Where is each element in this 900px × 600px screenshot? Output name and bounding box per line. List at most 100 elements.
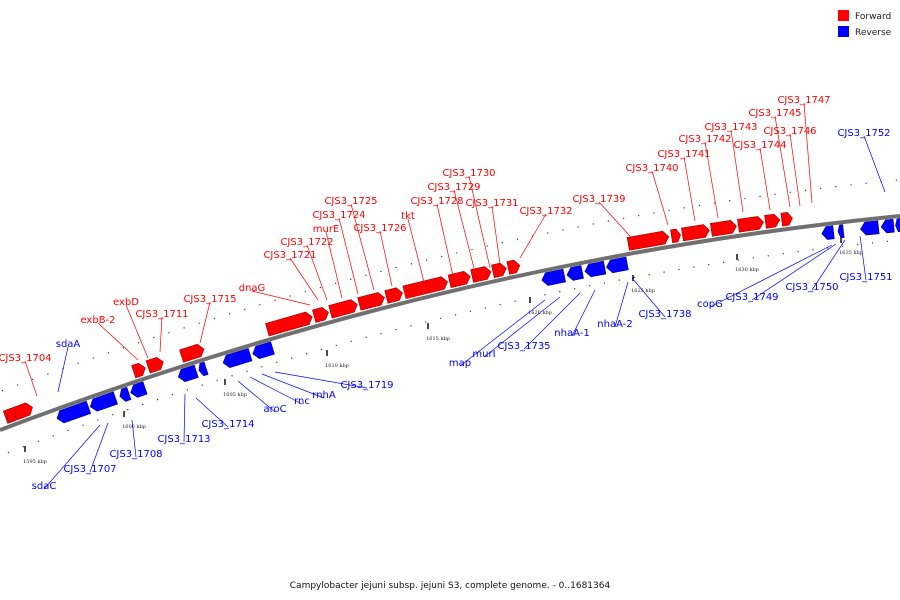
- label-leader: [199, 301, 211, 344]
- scale-dot: [514, 300, 516, 302]
- genome-backbone: [0, 214, 900, 432]
- reverse-gene: [837, 224, 845, 239]
- gene-label: CJS3_1745: [748, 108, 801, 119]
- scale-dot: [638, 214, 640, 217]
- scale-dot: [484, 307, 487, 309]
- scale-dot: [708, 263, 710, 266]
- scale-dot: [713, 202, 716, 204]
- label-leader: [614, 281, 629, 328]
- reverse-gene: [606, 256, 629, 274]
- gene-label: nhaA-2: [597, 319, 632, 330]
- gene-label: CJS3_1730: [442, 168, 495, 179]
- scale-dot: [469, 310, 472, 313]
- scale-dot: [871, 242, 874, 244]
- legend: Forward Reverse: [838, 10, 892, 38]
- scale-dot: [67, 429, 69, 432]
- scale-dot: [156, 398, 159, 401]
- gene-label: sdaC: [32, 481, 57, 492]
- scale-dot: [350, 278, 352, 281]
- gene-features: [2, 212, 900, 424]
- forward-gene: [145, 356, 164, 374]
- scale-dot: [759, 195, 761, 198]
- forward-gene: [737, 216, 764, 233]
- scale-dot: [774, 193, 776, 195]
- label-leader: [759, 147, 771, 211]
- scale-dot: [201, 384, 203, 386]
- label-leader: [195, 397, 229, 428]
- scale-dot: [819, 187, 822, 190]
- gene-label: exbB-2: [80, 315, 115, 326]
- gene-label: tkt: [401, 211, 415, 222]
- reverse-gene: [130, 381, 148, 398]
- scale-dot: [319, 286, 322, 289]
- label-leader: [237, 380, 276, 413]
- forward-gene: [670, 228, 681, 244]
- scale-dot: [653, 212, 655, 214]
- scale-dot: [395, 266, 397, 269]
- forward-gene: [681, 224, 710, 242]
- scale-dot: [693, 266, 695, 268]
- scale-dot: [228, 313, 231, 315]
- scale-dot: [97, 419, 99, 421]
- reverse-gene: [895, 218, 900, 233]
- gene-label: CJS3_1735: [497, 341, 550, 352]
- scale-dot: [261, 366, 263, 368]
- label-leader: [97, 322, 139, 361]
- scale-dot: [592, 223, 594, 225]
- label-leader: [251, 290, 311, 306]
- scale-dot: [425, 259, 428, 261]
- scale-dot: [865, 182, 867, 184]
- gene-label: CJS3_1749: [725, 292, 778, 303]
- scale-dot: [439, 317, 442, 320]
- scale-dot: [276, 361, 278, 364]
- scale-dot: [137, 341, 140, 344]
- scale-dot: [499, 303, 501, 306]
- legend-reverse-swatch: [838, 26, 849, 37]
- scale-dot: [410, 325, 412, 327]
- forward-gene: [131, 362, 146, 379]
- label-leader: [43, 424, 101, 490]
- scale-dot: [767, 255, 770, 257]
- label-leader: [789, 133, 801, 207]
- scale-dot: [752, 257, 755, 259]
- scale-dot: [186, 389, 189, 391]
- gene-label: CJS3_1738: [638, 309, 691, 320]
- scale-dot: [789, 191, 792, 193]
- scale-dot: [698, 204, 701, 207]
- scale-dot: [574, 288, 576, 290]
- scale-dot: [1, 389, 4, 392]
- label-leader: [453, 189, 476, 273]
- scale-dot: [16, 384, 19, 386]
- scale-dot: [244, 308, 246, 310]
- scale-dot: [544, 294, 546, 296]
- gene-label: CJS3_1722: [280, 237, 333, 248]
- gene-label: exbD: [113, 297, 139, 308]
- scale-dot: [168, 332, 170, 334]
- scale-dot: [782, 253, 784, 255]
- legend-reverse-label: Reverse: [855, 28, 892, 38]
- scale-dot: [334, 282, 337, 285]
- gene-label: aroC: [263, 404, 286, 415]
- scale-dot: [380, 270, 382, 273]
- tick-label: 1600 kbp: [122, 424, 146, 430]
- forward-gene: [265, 311, 313, 337]
- label-leader: [436, 203, 454, 277]
- tick-label: 1605 kbp: [223, 392, 247, 398]
- scale-dot: [37, 440, 39, 443]
- gene-label: CJS3_1743: [704, 122, 757, 133]
- label-leader: [751, 243, 837, 301]
- scale-dot: [835, 185, 837, 188]
- label-leader: [859, 235, 867, 281]
- label-leader: [491, 205, 501, 265]
- scale-dot: [77, 362, 79, 364]
- label-leader: [774, 115, 791, 208]
- label-leader: [803, 102, 813, 204]
- gene-label: CJS3_1708: [109, 449, 162, 460]
- gene-label: CJS3_1732: [519, 206, 572, 217]
- scale-dot: [856, 243, 859, 246]
- scale-dot: [153, 336, 155, 339]
- scale-dot: [259, 304, 261, 306]
- scale-dot: [171, 394, 174, 396]
- gene-label: CJS3_1713: [157, 434, 210, 445]
- gene-label: CJS3_1707: [63, 464, 116, 475]
